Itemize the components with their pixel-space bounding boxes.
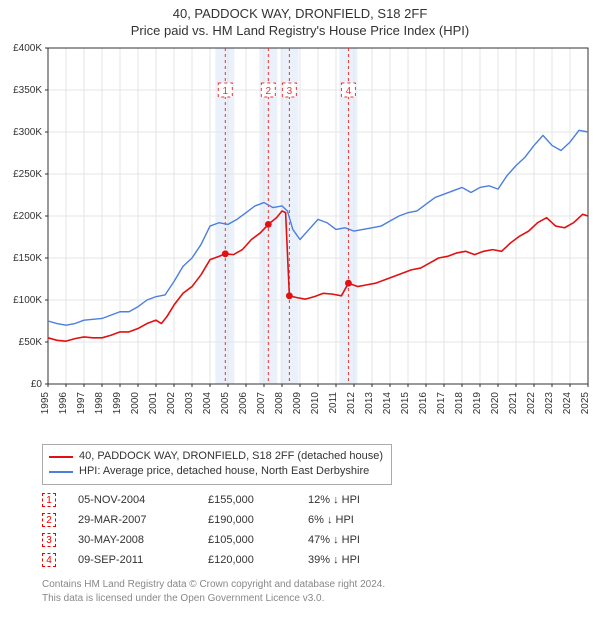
transaction-date: 29-MAR-2007 [78,514,208,526]
chart-title: 40, PADDOCK WAY, DRONFIELD, S18 2FF Pric… [0,0,600,40]
svg-text:2000: 2000 [130,392,141,415]
svg-text:4: 4 [346,86,352,97]
svg-text:£300K: £300K [13,127,42,138]
svg-text:1999: 1999 [112,392,123,415]
svg-text:1995: 1995 [40,392,51,415]
transaction-price: £105,000 [208,534,308,546]
svg-text:2025: 2025 [580,392,591,415]
svg-text:1996: 1996 [58,392,69,415]
transaction-row: 3 30-MAY-2008£105,00047% ↓ HPI [42,530,438,550]
transaction-diff: 39% ↓ HPI [308,554,438,566]
footer-line-2: This data is licensed under the Open Gov… [42,592,385,606]
svg-text:2: 2 [266,86,272,97]
svg-text:2021: 2021 [508,392,519,415]
transaction-diff: 12% ↓ HPI [308,494,438,506]
svg-text:1: 1 [223,86,229,97]
legend-item: HPI: Average price, detached house, Nort… [49,464,383,479]
transaction-price: £155,000 [208,494,308,506]
chart-svg: £0 £50K £100K £150K £200K £250K £300K £350K £400… [0,44,600,439]
svg-text:2018: 2018 [454,392,465,415]
svg-text:2007: 2007 [256,392,267,415]
transaction-row: 2 29-MAR-2007£190,0006% ↓ HPI [42,510,438,530]
svg-text:2011: 2011 [328,392,339,414]
svg-text:2001: 2001 [148,392,159,415]
transaction-price: £190,000 [208,514,308,526]
svg-text:2005: 2005 [220,392,231,415]
svg-text:2014: 2014 [382,392,393,415]
svg-text:2013: 2013 [364,392,375,415]
transaction-date: 05-NOV-2004 [78,494,208,506]
transaction-marker: 2 [42,513,56,527]
title-line-1: 40, PADDOCK WAY, DRONFIELD, S18 2FF [0,6,600,23]
svg-text:£350K: £350K [13,85,42,96]
footer-line-1: Contains HM Land Registry data © Crown c… [42,578,385,592]
svg-text:2019: 2019 [472,392,483,415]
transaction-date: 09-SEP-2011 [78,554,208,566]
transaction-price: £120,000 [208,554,308,566]
svg-text:£50K: £50K [19,337,43,348]
svg-text:£0: £0 [31,379,43,390]
svg-text:2004: 2004 [202,392,213,415]
svg-text:2015: 2015 [400,392,411,415]
svg-text:£250K: £250K [13,169,42,180]
svg-text:2017: 2017 [436,392,447,415]
svg-text:£150K: £150K [13,253,42,264]
svg-text:2016: 2016 [418,392,429,415]
svg-text:2008: 2008 [274,392,285,415]
svg-text:2020: 2020 [490,392,501,415]
transaction-row: 4 09-SEP-2011£120,00039% ↓ HPI [42,550,438,570]
title-line-2: Price paid vs. HM Land Registry's House … [0,23,600,40]
chart: £0 £50K £100K £150K £200K £250K £300K £350K £400… [0,44,600,439]
legend-label: HPI: Average price, detached house, Nort… [79,464,369,479]
legend-item: 40, PADDOCK WAY, DRONFIELD, S18 2FF (det… [49,449,383,464]
svg-text:2022: 2022 [526,392,537,415]
legend-label: 40, PADDOCK WAY, DRONFIELD, S18 2FF (det… [79,449,383,464]
footer-attribution: Contains HM Land Registry data © Crown c… [42,578,385,605]
svg-text:2009: 2009 [292,392,303,415]
figure-container: 40, PADDOCK WAY, DRONFIELD, S18 2FF Pric… [0,0,600,620]
transaction-marker: 1 [42,493,56,507]
svg-text:2023: 2023 [544,392,555,415]
transaction-diff: 6% ↓ HPI [308,514,438,526]
legend-swatch [49,456,73,458]
transaction-diff: 47% ↓ HPI [308,534,438,546]
svg-text:1998: 1998 [94,392,105,415]
svg-text:2012: 2012 [346,392,357,415]
transactions-table: 1 05-NOV-2004£155,00012% ↓ HPI 2 29-MAR-200… [42,490,438,570]
svg-text:£200K: £200K [13,211,42,222]
transaction-marker: 3 [42,533,56,547]
svg-text:2003: 2003 [184,392,195,415]
legend-swatch [49,471,73,473]
legend: 40, PADDOCK WAY, DRONFIELD, S18 2FF (det… [42,444,392,485]
svg-text:2006: 2006 [238,392,249,415]
svg-text:2010: 2010 [310,392,321,415]
svg-text:2024: 2024 [562,392,573,415]
svg-text:3: 3 [287,86,293,97]
svg-text:1997: 1997 [76,392,87,415]
transaction-marker: 4 [42,553,56,567]
transaction-date: 30-MAY-2008 [78,534,208,546]
svg-text:£100K: £100K [13,295,42,306]
svg-text:£400K: £400K [13,44,42,54]
svg-text:2002: 2002 [166,392,177,415]
transaction-row: 1 05-NOV-2004£155,00012% ↓ HPI [42,490,438,510]
